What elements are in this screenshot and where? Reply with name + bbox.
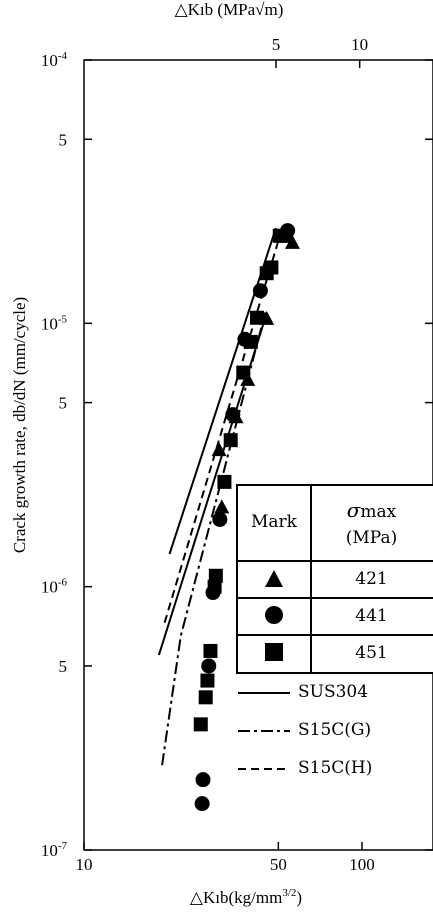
solid-reference-line [168,227,277,555]
square-point [236,365,251,380]
legend-value-441: 441 [355,606,388,626]
triangle-point [214,499,230,514]
circle-point [252,283,268,299]
legend-row-divider [238,560,433,562]
square-point [208,568,223,583]
legend-lines [238,692,290,770]
triangle-marker-icon [265,570,283,587]
legend-row-divider [238,634,433,636]
circle-point [201,658,217,674]
legend-header-unit: (MPa) [345,528,398,548]
legend-header-mark: Mark [251,512,297,532]
square-point [198,690,213,705]
legend-row-divider [238,597,433,599]
y-tick-label: 10-6 [41,577,68,597]
square-point [217,474,232,489]
x-axis-title: △Kıb(kg/mm3/2) [190,887,302,907]
square-marker-icon [265,643,283,661]
square-point [243,334,258,349]
legend-value-421: 421 [355,569,388,589]
y-tick-label: 5 [59,130,68,149]
y-tick-label: 5 [59,657,68,676]
plot-frame [83,59,433,851]
circle-point [195,772,211,788]
legend-line-label-s15c-h: S15C(H) [298,758,373,778]
top-tick-label: 5 [272,35,281,54]
y-tick-label: 10-7 [41,840,68,860]
square-point [264,260,279,275]
square-point [249,310,264,325]
y-axis-title: Crack growth rate, db/dN (mm/cycle) [10,297,29,553]
x-tick-label: 50 [270,855,287,874]
square-point [203,643,218,658]
y-tick-label: 10-4 [41,50,68,70]
legend-line-label-s15c-g: S15C(G) [298,720,372,740]
legend-value-451: 451 [355,643,388,663]
legend-line-label-sus304: SUS304 [298,682,369,702]
square-point [207,579,222,594]
circle-marker-icon [265,606,283,624]
y-tick-label: 10-5 [41,313,68,333]
circle-point [225,407,241,423]
x-tick-label: 10 [76,855,93,874]
top-axis-title: △Kıb (MPa√m) [175,0,284,19]
x-tick-label: 100 [349,855,375,874]
square-point [200,673,215,688]
triangle-point [211,442,227,457]
legend-table: Mark σmax (MPa) 421 441 451 [236,484,433,674]
legend-col-divider [310,486,312,672]
square-point [193,717,208,732]
circle-point [194,796,210,812]
y-tick-label: 5 [59,394,68,413]
square-point [223,433,238,448]
square-point [279,228,294,243]
circle-point [212,511,228,527]
top-tick-label: 10 [351,35,368,54]
legend-header-sigma: σmax [346,498,397,522]
